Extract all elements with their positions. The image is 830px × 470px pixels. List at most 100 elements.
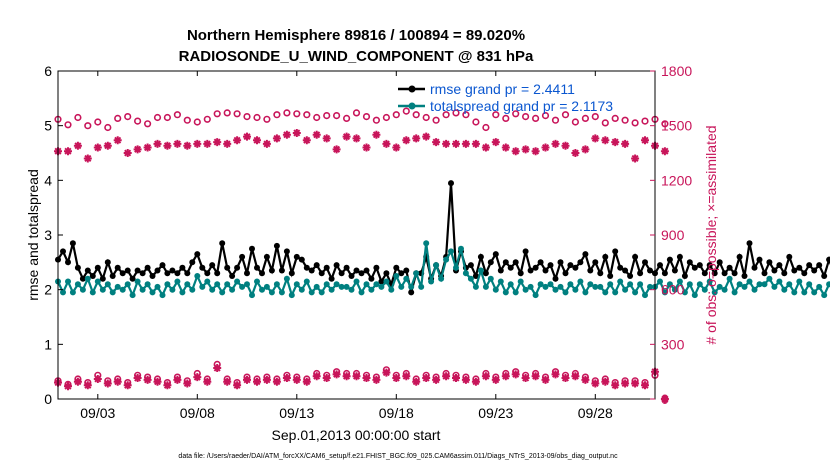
data-point-totalspread	[776, 278, 783, 285]
data-point-rmse	[562, 270, 569, 277]
data-point-obs-assimilated	[183, 141, 192, 150]
data-point-obs-assimilated-low	[163, 381, 172, 390]
data-point-rmse	[577, 259, 584, 266]
data-point-totalspread	[458, 245, 464, 252]
data-point-totalspread	[229, 286, 236, 293]
data-point-obs-possible	[153, 113, 162, 122]
data-point-rmse	[104, 259, 111, 266]
data-point-totalspread	[453, 264, 459, 271]
data-point-rmse	[537, 259, 544, 266]
data-point-rmse	[726, 264, 733, 271]
x-tick-label: 09/08	[180, 405, 215, 421]
y-left-tick-label: 0	[44, 391, 52, 407]
data-point-totalspread	[671, 286, 678, 293]
data-point-totalspread	[552, 286, 559, 293]
legend: rmse grand pr = 2.4411 totalspread grand…	[398, 81, 613, 114]
data-point-totalspread	[323, 281, 330, 288]
y-right-tick-label: 600	[661, 282, 685, 298]
data-point-rmse	[214, 270, 221, 277]
data-point-obs-assimilated-low	[372, 375, 381, 384]
data-point-totalspread	[592, 283, 599, 290]
data-point-totalspread	[617, 278, 624, 285]
data-point-obs-assimilated-low	[601, 377, 610, 386]
data-point-obs-assimilated	[292, 129, 301, 137]
data-point-rmse	[338, 270, 345, 277]
series-group	[54, 107, 830, 403]
data-point-rmse	[617, 264, 624, 271]
data-point-obs-possible	[611, 114, 619, 122]
data-point-obs-assimilated-low	[193, 373, 202, 382]
y-right-tick-label: 300	[661, 336, 685, 352]
data-point-obs-possible	[333, 111, 341, 120]
data-point-obs-assimilated	[253, 136, 261, 145]
data-point-obs-assimilated	[103, 141, 112, 150]
data-point-obs-assimilated-low	[243, 375, 251, 384]
data-point-totalspread	[139, 286, 146, 293]
y-axis-left: 0 1 2 3 4 5 6	[44, 63, 63, 407]
data-point-obs-assimilated	[591, 134, 600, 143]
data-point-totalspread	[368, 286, 375, 293]
y-right-tick-label: 1800	[661, 63, 692, 79]
data-point-obs-assimilated-low	[461, 375, 470, 384]
legend-marker-rmse	[408, 85, 416, 93]
data-point-obs-assimilated-low	[501, 372, 510, 381]
data-point-obs-possible	[412, 111, 420, 119]
data-point-rmse	[209, 262, 216, 269]
data-point-rmse	[497, 267, 504, 274]
data-point-rmse	[378, 278, 385, 285]
data-point-totalspread	[308, 289, 315, 296]
data-point-totalspread	[278, 289, 285, 296]
data-point-totalspread	[477, 267, 484, 274]
data-point-totalspread	[74, 281, 81, 288]
data-point-totalspread	[119, 286, 126, 293]
data-point-rmse	[263, 253, 270, 260]
data-point-obs-assimilated-low	[173, 375, 182, 384]
legend-label-rmse: rmse grand pr = 2.4411	[430, 81, 575, 97]
data-point-obs-assimilated-low	[223, 377, 232, 386]
data-point-rmse	[671, 267, 678, 274]
y-left-tick-label: 5	[44, 118, 52, 134]
data-point-rmse	[114, 264, 121, 271]
data-point-rmse	[597, 270, 604, 277]
data-point-rmse	[273, 242, 280, 249]
data-point-totalspread	[627, 281, 634, 288]
data-point-totalspread	[418, 283, 425, 290]
data-point-obs-assimilated-low	[392, 374, 401, 382]
data-point-totalspread	[647, 283, 653, 290]
data-point-totalspread	[209, 286, 216, 293]
data-point-totalspread	[542, 283, 549, 290]
data-point-totalspread	[522, 286, 529, 293]
data-point-obs-possible	[233, 110, 241, 118]
data-point-totalspread	[423, 240, 430, 247]
footer-data-file: data file: /Users/raeder/DAI/ATM_forcXX/…	[178, 453, 618, 460]
data-point-rmse	[661, 270, 668, 277]
data-point-totalspread	[84, 275, 91, 282]
data-point-rmse	[408, 289, 415, 296]
data-point-obs-possible	[541, 111, 550, 120]
data-point-totalspread	[686, 281, 693, 288]
data-point-obs-assimilated	[282, 130, 291, 139]
data-point-obs-assimilated	[511, 147, 520, 156]
data-point-totalspread	[801, 289, 808, 296]
data-point-rmse	[239, 253, 246, 260]
data-point-obs-assimilated-low	[521, 374, 530, 382]
data-point-obs-assimilated	[491, 138, 500, 147]
data-point-obs-possible	[94, 118, 102, 126]
data-point-totalspread	[204, 278, 211, 285]
y-right-tick-label: 900	[661, 227, 685, 243]
data-point-totalspread	[224, 281, 231, 288]
data-point-totalspread	[263, 283, 270, 290]
data-point-totalspread	[826, 281, 830, 288]
data-point-obs-assimilated-low	[272, 377, 281, 386]
data-point-obs-assimilated	[362, 143, 371, 152]
data-point-rmse	[298, 256, 305, 263]
data-point-totalspread	[562, 289, 569, 296]
data-point-rmse	[721, 270, 728, 277]
data-point-obs-assimilated	[432, 138, 441, 147]
data-point-obs-possible	[601, 119, 609, 127]
data-point-rmse	[234, 264, 241, 271]
data-point-rmse	[607, 273, 614, 279]
data-point-obs-possible	[571, 118, 580, 126]
y-left-tick-label: 6	[44, 63, 52, 79]
data-point-totalspread	[293, 281, 300, 288]
